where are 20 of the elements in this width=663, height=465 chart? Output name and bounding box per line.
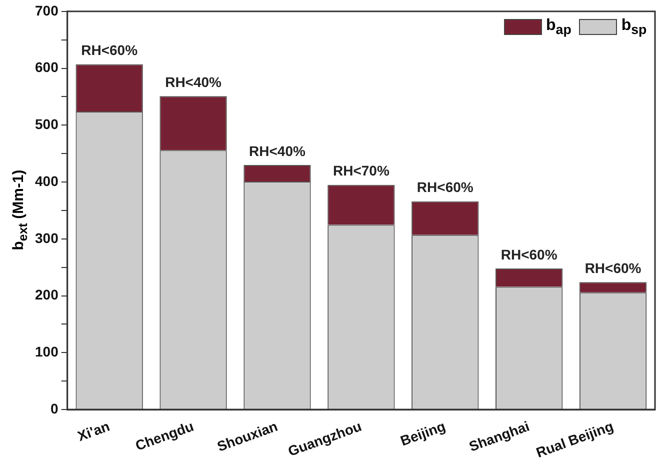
legend-label: b$_{ap}$ — [546, 17, 572, 38]
annotation: RH<60% — [81, 42, 138, 58]
x-tick-label: Xi'an — [75, 418, 112, 444]
y-tick-label: 100 — [35, 344, 59, 360]
x-tick-label: Rual Beijing — [534, 418, 616, 461]
y-tick-label: 200 — [35, 286, 59, 303]
annotation: RH<60% — [584, 260, 642, 276]
x-tick-label: Beijing — [398, 418, 448, 449]
legend-label: b$_{sp}$ — [621, 17, 647, 38]
y-tick-label: 400 — [35, 172, 59, 189]
annotation: RH<40% — [165, 74, 222, 90]
annotation: RH<60% — [416, 179, 474, 196]
annotation: RH<40% — [249, 142, 306, 159]
annotation: RH<60% — [500, 246, 558, 262]
annotation: RH<70% — [332, 162, 390, 179]
y-tick-label: 700 — [35, 2, 59, 18]
y-tick-label: 0 — [50, 400, 59, 416]
y-tick-label: 300 — [35, 230, 59, 246]
y-tick-label: 600 — [35, 59, 59, 76]
y-tick-label: 500 — [35, 116, 59, 132]
